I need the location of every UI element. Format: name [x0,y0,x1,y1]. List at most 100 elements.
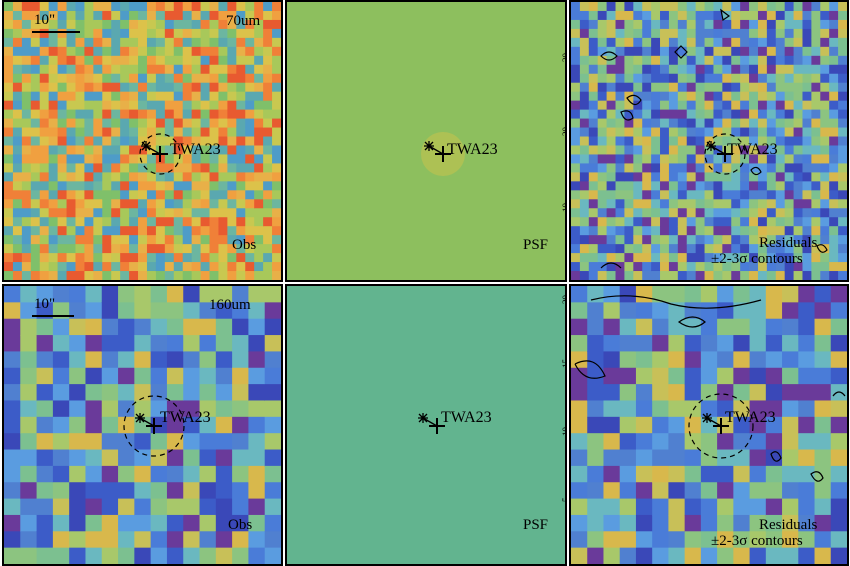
pixel [52,384,70,402]
pixel [12,190,23,200]
pixel [624,217,634,227]
pixel [39,271,50,280]
pixel [248,433,266,451]
pixel [200,235,211,245]
pixel [642,73,652,84]
pixel [272,163,281,173]
pixel [48,46,59,57]
pixel [21,208,32,218]
panel-caption: Obs [228,517,253,533]
pixel [587,416,605,434]
pixel [218,100,228,111]
pixel [227,271,237,280]
pixel [633,82,643,93]
pixel [227,82,237,93]
pixel [118,286,135,303]
pixel [66,37,77,48]
pixel [603,351,621,369]
pixel [200,46,211,57]
pixel [191,55,202,66]
pixel [633,235,643,245]
pixel [232,384,250,402]
pixel [713,262,723,272]
pixel [30,73,41,84]
pixel [4,416,21,434]
pixel [84,2,94,12]
pixel [686,145,697,156]
pixel [182,19,193,30]
pixel [101,416,119,434]
pixel [713,64,723,75]
pixel [4,46,14,57]
pixel [191,28,202,39]
pixel [48,154,59,165]
pixel [660,127,670,138]
pixel [84,82,94,93]
pixel [782,498,799,516]
pixel [713,91,723,102]
pixel [21,163,32,173]
pixel [21,253,32,263]
pixel [111,181,121,191]
pixel [668,82,679,93]
pixel [129,163,139,173]
pixel [740,208,750,218]
pixel [713,181,723,191]
pixel [615,10,626,21]
pixel [642,109,652,120]
pixel [619,498,637,516]
pixel [731,154,741,165]
pixel [830,302,847,320]
pixel [700,286,718,303]
pixel [182,253,193,263]
pixel [93,55,103,66]
pixel [263,64,273,75]
pixel [820,37,830,48]
pixel [248,465,266,483]
pixel [236,253,246,263]
pixel [798,384,816,402]
pixel [150,302,168,320]
pixel [227,37,237,48]
pixel [713,82,723,93]
pixel [660,163,670,173]
pixel [717,367,734,385]
pixel [713,226,723,236]
pixel [784,46,795,57]
pixel [215,384,233,402]
pixel [118,514,135,532]
pixel [633,19,643,30]
pixel [642,2,652,12]
pixel [652,384,670,402]
pixel [227,154,237,165]
pixel [782,351,799,369]
pixel [48,109,59,120]
pixel [155,37,166,48]
pixel [684,302,702,320]
pixel [57,118,68,129]
pixel [704,208,715,218]
pixel [749,208,759,218]
pixel [150,400,168,418]
pixel [651,91,661,102]
pixel [668,286,686,303]
pixel [182,46,193,57]
pixel [57,46,68,57]
pixel [677,199,688,209]
pixel [588,262,599,272]
contour [810,471,824,482]
pixel [218,64,228,75]
pixel [218,127,228,138]
pixel [4,547,21,564]
pixel [209,163,220,173]
pixel [209,109,220,120]
pixel [155,2,166,12]
pixel [138,64,148,75]
panel-caption-sub: ±2-3σ contours [711,533,803,549]
pixel [820,253,830,263]
pixel [700,514,718,532]
pixel [209,55,220,66]
pixel [757,82,768,93]
pixel [793,163,804,173]
panel-caption: Residuals [759,235,818,251]
